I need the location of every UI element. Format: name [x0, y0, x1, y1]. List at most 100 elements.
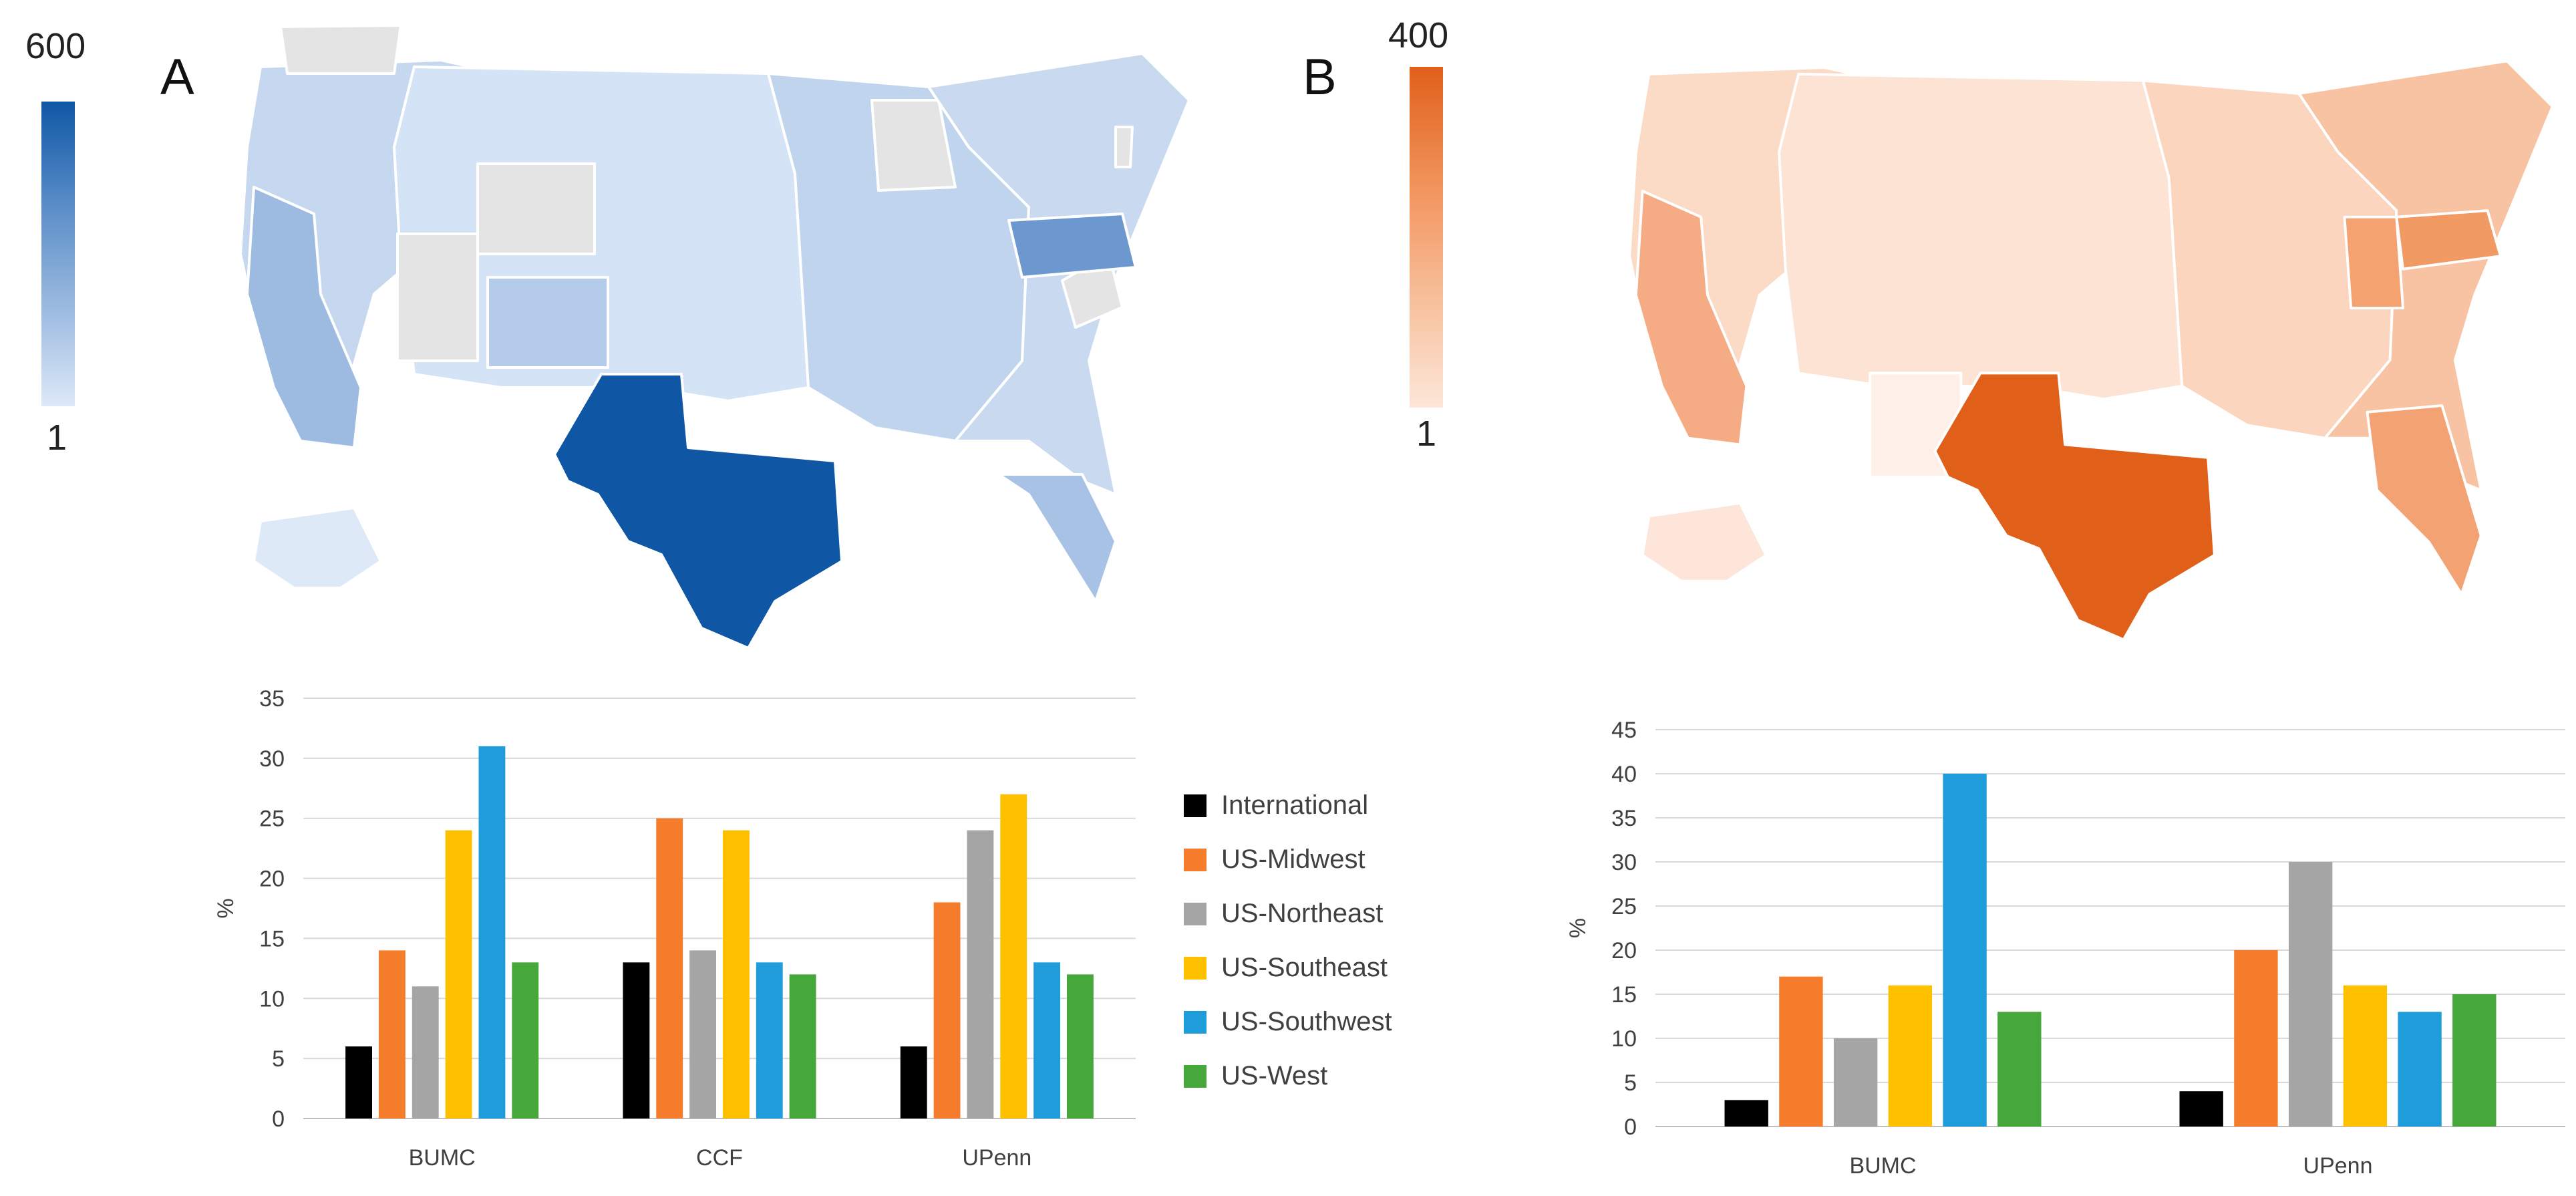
y-tick-label: 20 — [1611, 938, 1637, 963]
x-tick-label: BUMC — [1849, 1153, 1916, 1179]
y-tick-label: 5 — [1624, 1070, 1637, 1096]
legend-label: US-Northeast — [1221, 899, 1384, 928]
legend-item: US-Southwest — [1184, 995, 1392, 1049]
bar — [512, 962, 539, 1118]
map-a-california — [246, 186, 362, 449]
y-axis-label: % — [213, 898, 238, 918]
scale-a-min-label: 1 — [47, 418, 67, 458]
legend-swatch — [1184, 1010, 1206, 1034]
map-b-georgia-florida — [2366, 404, 2482, 596]
legend-swatch — [1184, 794, 1206, 817]
bar-chart-a: 0 5 10 15 20 25 30 35% BUMC CCF UPenn — [213, 686, 1136, 1171]
bar — [1833, 1038, 1878, 1127]
scale-b-max-label: 400 — [1388, 15, 1449, 55]
x-tick-label: CCF — [696, 1145, 743, 1171]
legend-swatch — [1184, 956, 1206, 980]
map-a-colorado — [486, 276, 609, 369]
bar — [412, 986, 439, 1118]
bar — [378, 950, 406, 1118]
y-tick-label: 5 — [272, 1046, 285, 1072]
legend-label: US-Southwest — [1221, 1007, 1392, 1036]
legend-label: US-Midwest — [1221, 845, 1365, 874]
bar — [656, 818, 683, 1118]
y-tick-label: 20 — [259, 867, 285, 892]
legend-item: International — [1184, 778, 1392, 833]
x-tick-label: UPenn — [962, 1145, 1031, 1171]
y-tick-label: 30 — [259, 746, 285, 772]
bar — [478, 746, 506, 1118]
bar — [1997, 1012, 2042, 1127]
map-b-usa — [1628, 59, 2554, 641]
bar — [2398, 1012, 2442, 1127]
y-tick-label: 25 — [1611, 894, 1637, 919]
y-axis-label: % — [1565, 918, 1591, 938]
bar — [1943, 774, 1987, 1127]
bar — [1000, 794, 1027, 1118]
map-b-pennsylvania — [2395, 209, 2502, 271]
bar — [1779, 976, 1823, 1127]
bar — [2234, 950, 2278, 1127]
y-tick-label: 15 — [259, 926, 285, 951]
bar — [722, 830, 750, 1118]
y-tick-label: 25 — [259, 806, 285, 832]
y-tick-label: 10 — [259, 986, 285, 1012]
legend-item: US-Midwest — [1184, 833, 1392, 887]
bar — [2179, 1091, 2223, 1127]
panel-b-letter: B — [1303, 49, 1337, 106]
scale-a-colorbar — [41, 102, 75, 406]
bar — [1066, 974, 1094, 1118]
scale-b-colorbar — [1410, 67, 1443, 408]
bar — [756, 962, 783, 1118]
y-tick-label: 40 — [1611, 762, 1637, 787]
y-tick-label: 0 — [1624, 1114, 1637, 1140]
bar — [445, 830, 472, 1118]
bar — [900, 1046, 927, 1118]
bar — [2343, 985, 2388, 1127]
map-b-california — [1634, 190, 1748, 446]
y-tick-label: 35 — [1611, 806, 1637, 831]
y-tick-label: 45 — [1611, 718, 1637, 743]
x-tick-label: UPenn — [2303, 1153, 2373, 1179]
legend-label: US-West — [1221, 1061, 1328, 1090]
legend-label: International — [1221, 790, 1369, 820]
chart-legend: International US-Midwest US-Northeast US-So… — [1184, 778, 1392, 1103]
bar — [1033, 962, 1061, 1118]
scale-a-max-label: 600 — [25, 26, 86, 66]
panel-a-letter: A — [160, 49, 194, 106]
bar — [933, 902, 961, 1118]
map-b-texas — [1933, 371, 2216, 641]
map-b-mountain-region — [1778, 72, 2184, 401]
legend-swatch — [1184, 902, 1206, 925]
bar — [2452, 994, 2497, 1127]
legend-swatch — [1184, 848, 1206, 871]
map-a-alaska — [253, 506, 382, 589]
bar-chart-b: 0 5 10 15 20 25 30 35 40 45% BUMC UPenn — [1565, 718, 2565, 1179]
map-a-nodata-northwest — [279, 24, 402, 75]
legend-item: US-Southeast — [1184, 941, 1392, 995]
bar — [345, 1046, 373, 1118]
bar — [2288, 862, 2333, 1127]
bar — [1724, 1100, 1768, 1127]
map-a-nodata-wisconsin — [870, 99, 957, 192]
y-tick-label: 35 — [259, 686, 285, 712]
bar — [967, 830, 994, 1118]
y-tick-label: 0 — [272, 1106, 285, 1132]
scale-b-min-label: 1 — [1416, 414, 1437, 454]
x-tick-label: BUMC — [409, 1145, 476, 1171]
y-tick-label: 10 — [1611, 1026, 1637, 1052]
map-a-nodata-wyoming — [476, 162, 596, 255]
map-a-usa — [239, 24, 1190, 649]
map-a-nodata-utah — [396, 233, 479, 362]
legend-swatch — [1184, 1064, 1206, 1088]
bar — [689, 950, 717, 1118]
legend-item: US-West — [1184, 1049, 1392, 1103]
map-b-alaska — [1641, 502, 1768, 583]
map-a-pennsylvania — [1007, 212, 1137, 279]
map-a-nodata-vermont — [1114, 126, 1134, 168]
bar — [623, 962, 650, 1118]
y-tick-label: 15 — [1611, 982, 1637, 1008]
map-b-ohio — [2343, 215, 2404, 310]
bar — [789, 974, 816, 1118]
y-tick-label: 30 — [1611, 850, 1637, 875]
bar — [1888, 985, 1933, 1127]
